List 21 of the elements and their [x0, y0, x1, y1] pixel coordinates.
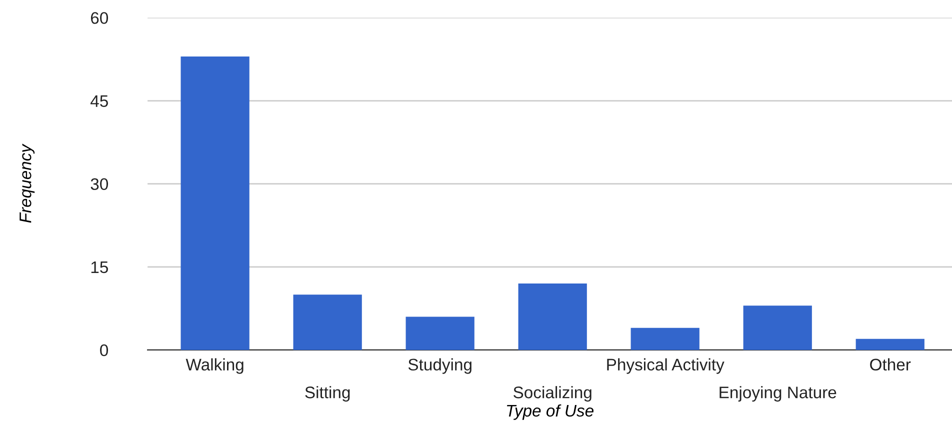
- y-tick-label: 45: [90, 95, 108, 107]
- y-axis-title: Frequency: [20, 144, 35, 223]
- x-tick-label: Physical Activity: [607, 358, 724, 374]
- y-tick-label: 30: [90, 178, 108, 190]
- x-tick-label: Enjoying Nature: [720, 386, 836, 402]
- x-tick-label: Other: [870, 358, 911, 371]
- bar: [743, 306, 812, 350]
- bar: [630, 328, 700, 350]
- bar: [293, 294, 362, 350]
- y-tick-label: 60: [90, 12, 108, 24]
- x-tick-label: Socializing: [514, 386, 592, 402]
- x-tick-label: Sitting: [305, 386, 350, 402]
- bar: [180, 56, 250, 350]
- bar: [406, 316, 474, 350]
- x-tick-label: Studying: [408, 358, 472, 374]
- bar: [518, 284, 587, 350]
- x-axis-title: Type of Use: [506, 404, 594, 420]
- y-tick-label: 0: [100, 344, 108, 356]
- bar: [856, 338, 924, 350]
- x-tick-label: Walking: [186, 358, 244, 374]
- y-tick-label: 15: [91, 261, 108, 274]
